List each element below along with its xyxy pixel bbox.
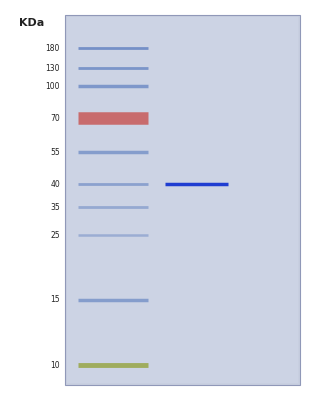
- Text: 100: 100: [45, 82, 60, 91]
- Bar: [67, 17, 298, 383]
- Text: 55: 55: [50, 147, 60, 156]
- Text: 180: 180: [46, 43, 60, 52]
- Text: 10: 10: [50, 361, 60, 370]
- Text: 130: 130: [45, 63, 60, 72]
- Text: 40: 40: [50, 180, 60, 188]
- Text: 70: 70: [50, 113, 60, 123]
- Text: KDa: KDa: [19, 18, 44, 28]
- Text: 35: 35: [50, 203, 60, 212]
- Text: 15: 15: [50, 296, 60, 305]
- Text: 25: 25: [50, 230, 60, 240]
- Bar: [65, 15, 300, 385]
